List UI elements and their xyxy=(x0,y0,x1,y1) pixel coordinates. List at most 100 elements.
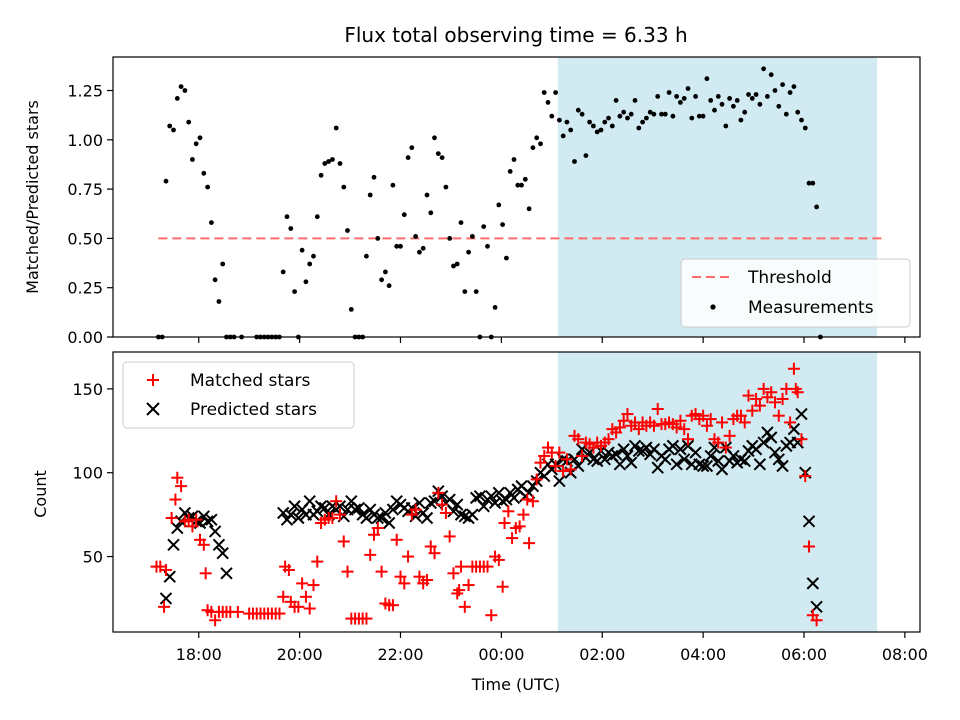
matched-star-point xyxy=(169,493,182,506)
matched-star-point xyxy=(368,528,381,541)
predicted-star-point xyxy=(371,511,385,525)
measurement-point xyxy=(174,96,180,101)
predicted-star-point xyxy=(693,458,706,471)
measurement-point xyxy=(734,98,740,103)
measurement-point xyxy=(280,269,286,275)
legend-threshold-label: Threshold xyxy=(747,268,832,288)
legend-matched-swatch xyxy=(147,374,159,386)
predicted-star-point xyxy=(488,496,502,510)
top-x-ticks xyxy=(198,337,906,343)
predicted-star-point xyxy=(753,458,767,471)
measurement-point xyxy=(314,214,320,220)
x-tick-label: 22:00 xyxy=(377,645,423,664)
predicted-star-point xyxy=(379,506,392,520)
matched-star-point xyxy=(296,577,309,590)
measurement-point xyxy=(783,111,789,117)
matched-star-point xyxy=(523,537,536,550)
measurement-point xyxy=(670,113,676,119)
measurement-point xyxy=(560,133,566,139)
matched-star-point xyxy=(553,446,566,459)
measurement-point xyxy=(666,90,672,95)
measurement-point xyxy=(534,135,540,141)
measurement-point xyxy=(749,96,755,101)
predicted-star-point xyxy=(507,491,521,505)
predicted-star-point xyxy=(360,511,373,525)
x-tick-label: 06:00 xyxy=(781,645,827,664)
measurement-point xyxy=(693,94,698,99)
measurement-point xyxy=(757,101,763,107)
x-tick-label: 08:00 xyxy=(882,645,928,664)
measurement-point xyxy=(451,263,456,269)
measurement-point xyxy=(330,157,335,162)
legend-measurements-label: Measurements xyxy=(748,298,874,318)
measurement-point xyxy=(810,180,816,186)
measurement-point xyxy=(197,135,203,141)
measurement-point xyxy=(375,236,381,241)
measurement-point xyxy=(322,161,328,166)
predicted-star-point xyxy=(424,496,437,510)
matched-star-point xyxy=(190,513,203,526)
measurement-point xyxy=(220,261,226,267)
matched-star-point xyxy=(765,386,778,399)
measurement-point xyxy=(753,92,759,97)
measurement-point xyxy=(390,182,396,188)
predicted-star-point xyxy=(768,446,782,459)
matched-star-point xyxy=(371,522,384,535)
matched-star-point xyxy=(621,408,634,421)
predicted-star-point xyxy=(220,567,233,580)
matched-star-point xyxy=(158,600,171,613)
matched-star-point xyxy=(799,470,812,483)
x-tick-label: 20:00 xyxy=(277,645,323,664)
measurement-point xyxy=(473,289,479,294)
measurement-point xyxy=(628,111,634,117)
matched-star-point xyxy=(576,449,589,462)
measurement-point xyxy=(458,220,464,226)
y-tick-label: 0.00 xyxy=(67,328,103,347)
predicted-star-point xyxy=(386,503,400,516)
matched-star-point xyxy=(557,465,570,478)
predicted-star-point xyxy=(447,505,460,518)
predicted-star-point xyxy=(500,493,513,506)
matched-star-point xyxy=(700,419,713,432)
measurement-point xyxy=(712,107,717,113)
matched-star-point xyxy=(681,433,694,446)
measurement-point xyxy=(787,90,793,95)
matched-star-point xyxy=(413,570,426,583)
predicted-star-point xyxy=(466,508,479,521)
measurement-point xyxy=(708,98,714,103)
top-axes-frame xyxy=(112,56,921,338)
matched-star-point xyxy=(277,590,290,603)
matched-star-point xyxy=(390,533,403,546)
predicted-star-point xyxy=(485,489,498,503)
matched-star-point xyxy=(678,423,691,436)
measurement-point xyxy=(681,96,687,101)
predicted-star-point xyxy=(167,538,180,552)
measurement-point xyxy=(696,113,702,119)
matched-star-point xyxy=(496,580,509,593)
matched-star-point xyxy=(311,555,324,568)
measurement-point xyxy=(674,94,679,99)
measurement-point xyxy=(367,192,373,198)
measurement-point xyxy=(685,86,691,91)
predicted-star-point xyxy=(712,454,725,468)
matched-star-point xyxy=(175,480,188,493)
bottom-legend-box xyxy=(122,361,355,429)
predicted-star-point xyxy=(727,449,740,463)
predicted-star-point xyxy=(765,431,778,444)
matched-star-point xyxy=(303,602,316,615)
measurement-point xyxy=(617,113,623,119)
measurement-point xyxy=(553,90,558,95)
measurement-point xyxy=(636,125,642,131)
measurement-point xyxy=(727,96,732,101)
matched-star-point xyxy=(632,423,645,436)
matched-star-point xyxy=(697,409,710,422)
measurement-point xyxy=(288,226,294,231)
matched-star-point xyxy=(617,414,630,427)
matched-star-point xyxy=(481,560,494,573)
matched-star-point xyxy=(386,599,399,612)
predicted-star-point xyxy=(352,501,366,515)
matched-star-point xyxy=(498,517,511,530)
predicted-star-point xyxy=(632,444,646,458)
measurement-point xyxy=(806,180,812,186)
predicted-star-point xyxy=(674,443,687,456)
